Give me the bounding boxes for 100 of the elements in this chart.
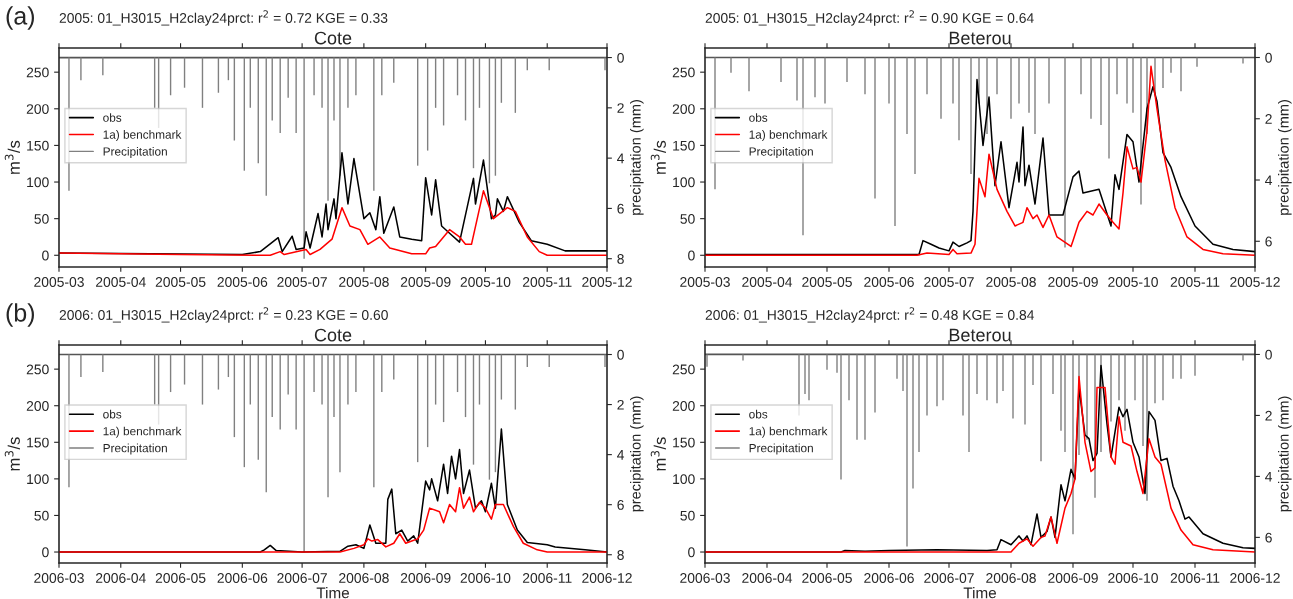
y2-tick-label: 6 (617, 500, 624, 510)
legend-label: Precipitation (103, 147, 167, 159)
x-tick-label: 2006-07 (924, 573, 974, 583)
y-tick-label: 250 (26, 67, 49, 78)
y-tick-label: 50 (34, 213, 49, 224)
x-axis-title: Time (963, 587, 997, 599)
y-tick-label: 0 (42, 250, 49, 261)
x-tick-label: 2005-09 (1048, 277, 1098, 287)
x-tick-label: 2005-10 (1108, 277, 1158, 287)
text: (b) (6, 303, 34, 327)
y2-axis-title: precipitation (mm) (1278, 100, 1292, 215)
y2-tick-label: 8 (617, 550, 624, 560)
y-axis-title: m$^{3}$/s (4, 140, 20, 174)
y-tick-label: 150 (673, 437, 695, 448)
y-tick-label: 100 (673, 474, 695, 485)
x-tick-label: 2006-03 (680, 573, 730, 583)
legend-label: obs (749, 113, 768, 122)
y2-tick-label: 0 (617, 52, 624, 63)
x-tick-label: 2005-06 (217, 277, 268, 287)
y-tick-label: 100 (27, 177, 49, 188)
legend-label: Precipitation (749, 147, 813, 159)
y-tick-label: 200 (672, 401, 695, 411)
x-tick-label: 2005-12 (1230, 277, 1280, 287)
x-tick-label: 2006-08 (986, 573, 1036, 583)
chart-title: Cote (314, 328, 352, 342)
x-tick-label: 2006-11 (1170, 573, 1220, 583)
x-tick-label: 2006-08 (339, 573, 389, 583)
chart-subtitle: 2006: 01_H3015_H2clay24prct: r$^{2}$ = 0.23 KGE = 0.60 (59, 307, 388, 323)
x-tick-label: 2005-10 (460, 277, 511, 287)
y-tick-label: 200 (26, 104, 49, 114)
chart-title: Beterou (949, 328, 1011, 342)
legend-label: 1a) benchmark (103, 130, 182, 142)
x-tick-label: 2005-05 (155, 277, 206, 287)
x-tick-label: 2005-04 (95, 277, 146, 287)
y-tick-label: 200 (672, 104, 695, 114)
x-tick-label: 2006-07 (277, 573, 327, 583)
chart-title: Beterou (949, 31, 1011, 45)
x-tick-label: 2005-03 (34, 277, 84, 287)
x-tick-label: 2005-08 (986, 277, 1036, 287)
x-tick-label: 2005-08 (339, 277, 389, 287)
x-tick-label: 2006-06 (217, 573, 268, 583)
y2-tick-label: 8 (617, 254, 624, 264)
y2-axis-title: precipitation (mm) (630, 100, 644, 215)
x-tick-label: 2006-10 (1108, 573, 1158, 583)
y-tick-label: 50 (680, 213, 695, 224)
x-tick-label: 2005-11 (1170, 277, 1220, 287)
y2-tick-label: 2 (617, 399, 624, 410)
x-tick-label: 2006-04 (95, 573, 146, 583)
legend-label: Precipitation (103, 443, 167, 455)
y2-tick-label: 2 (617, 103, 624, 113)
y-tick-label: 250 (672, 364, 695, 375)
x-tick-label: 2005-03 (680, 277, 730, 287)
x-tick-label: 2006-05 (155, 573, 206, 583)
legend-label: Precipitation (749, 443, 813, 455)
y2-tick-label: 4 (617, 153, 625, 164)
legend-label: 1a) benchmark (749, 426, 828, 438)
y-tick-label: 0 (688, 547, 695, 558)
y-tick-label: 50 (34, 510, 49, 521)
y-tick-label: 0 (42, 547, 49, 558)
y2-tick-label: 6 (1265, 236, 1272, 247)
x-tick-label: 2006-03 (34, 573, 84, 583)
x-tick-label: 2005-11 (522, 277, 572, 287)
y-tick-label: 100 (673, 177, 695, 188)
y-tick-label: 200 (26, 401, 49, 411)
x-tick-label: 2006-06 (864, 573, 914, 583)
text: (a) (6, 6, 34, 30)
y-tick-label: 50 (680, 510, 695, 521)
x-tick-label: 2006-05 (802, 573, 852, 583)
x-tick-label: 2006-04 (742, 573, 793, 583)
x-tick-label: 2006-09 (1048, 573, 1098, 583)
y-tick-label: 150 (673, 140, 695, 151)
chart-subtitle: 2005: 01_H3015_H2clay24prct: r$^{2}$ = 0.72 KGE = 0.33 (59, 10, 388, 26)
y2-tick-label: 4 (617, 450, 625, 460)
y2-tick-label: 2 (1265, 114, 1272, 124)
x-tick-label: 2006-11 (522, 573, 572, 583)
y2-tick-label: 6 (1265, 532, 1272, 543)
y2-tick-label: 4 (1265, 175, 1273, 186)
legend-label: obs (749, 409, 768, 419)
y2-tick-label: 4 (1265, 471, 1273, 482)
x-tick-label: 2006-12 (582, 573, 632, 583)
x-tick-label: 2005-07 (924, 277, 974, 287)
chart-title: Cote (314, 31, 352, 45)
x-tick-label: 2005-07 (277, 277, 327, 287)
x-tick-label: 2005-06 (864, 277, 914, 287)
y2-axis-title: precipitation (mm) (1278, 396, 1292, 512)
chart-subtitle: 2005: 01_H3015_H2clay24prct: r$^{2}$ = 0.90 KGE = 0.64 (705, 10, 1034, 26)
y-axis-title: m$^{3}$/s (650, 437, 666, 471)
line-series (59, 486, 607, 553)
y2-tick-label: 0 (1265, 52, 1272, 63)
y-tick-label: 0 (688, 250, 695, 261)
x-tick-label: 2005-05 (802, 277, 852, 287)
y2-tick-label: 6 (617, 203, 624, 214)
y-tick-label: 250 (672, 67, 695, 78)
y2-tick-label: 2 (1265, 410, 1272, 421)
y-axis-title: m$^{3}$/s (650, 140, 666, 174)
x-tick-label: 2005-12 (582, 277, 632, 287)
chart-subtitle: 2006: 01_H3015_H2clay24prct: r$^{2}$ = 0.48 KGE = 0.84 (705, 307, 1035, 323)
legend-label: 1a) benchmark (103, 426, 182, 438)
y2-axis-title: precipitation (mm) (630, 396, 644, 512)
x-tick-label: 2006-10 (460, 573, 511, 583)
